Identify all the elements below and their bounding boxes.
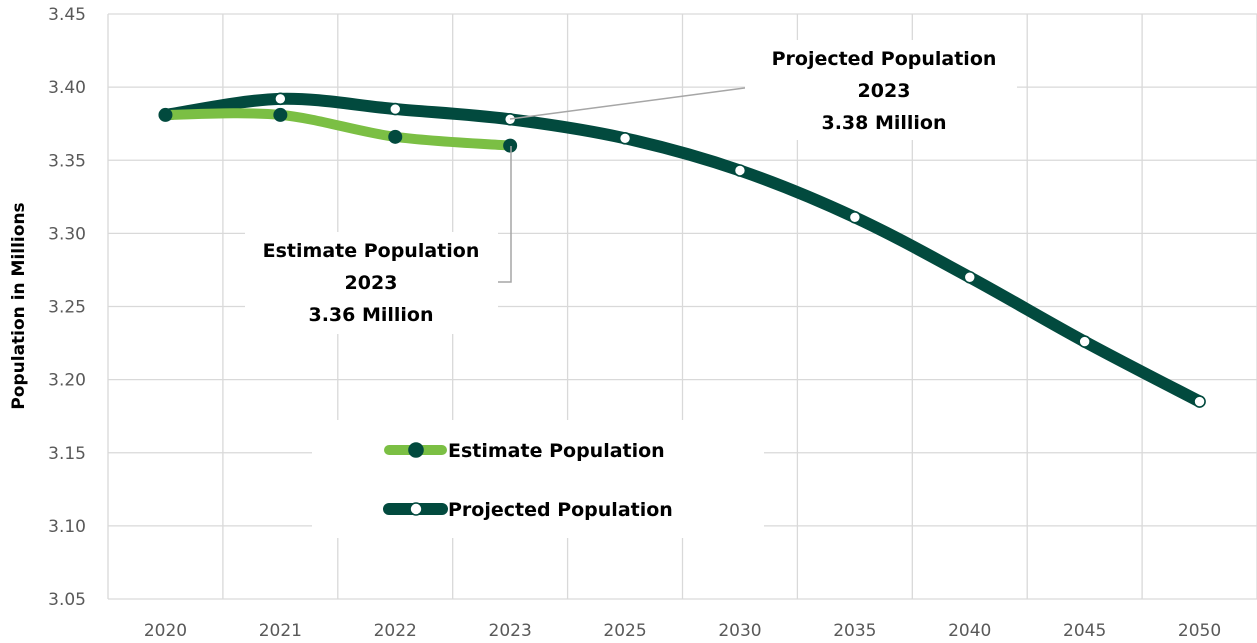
x-axis-ticks: 2020 2021 2022 2023 2025 2030 2035 2040 2045 2050 <box>144 621 1221 641</box>
callouts: Projected Population 2023 3.38 Million Esti… <box>245 40 1017 334</box>
projected-point <box>963 270 977 284</box>
legend-swatch-marker <box>408 442 424 458</box>
x-tick-label: 2035 <box>833 621 876 641</box>
projected-point <box>618 132 632 145</box>
x-tick-label: 2050 <box>1178 621 1221 641</box>
callout-text: 3.36 Million <box>308 304 433 326</box>
legend-label: Estimate Population <box>448 440 665 462</box>
projected-point <box>388 102 402 116</box>
y-tick-label: 3.45 <box>48 5 86 25</box>
y-tick-label: 3.40 <box>48 78 86 98</box>
x-tick-label: 2025 <box>603 621 646 641</box>
estimate-point <box>388 129 403 144</box>
projected-point <box>1193 395 1206 408</box>
x-tick-label: 2022 <box>374 621 417 641</box>
callout-text: Projected Population <box>772 48 997 70</box>
callout-text: 2023 <box>858 80 911 102</box>
legend-label: Projected Population <box>448 499 673 521</box>
callout-text: 3.38 Million <box>821 112 946 134</box>
y-tick-label: 3.25 <box>48 298 86 318</box>
callout-box <box>745 40 1017 140</box>
y-tick-label: 3.10 <box>48 517 86 537</box>
callout-text: Estimate Population <box>263 240 480 262</box>
callout-box <box>245 232 498 334</box>
x-tick-label: 2045 <box>1063 621 1106 641</box>
x-tick-label: 2020 <box>144 621 187 641</box>
legend: Estimate Population Projected Population <box>312 420 764 538</box>
y-axis-label: Population in Millions <box>9 202 29 409</box>
legend-box <box>312 420 764 538</box>
projected-population-line <box>159 92 1206 408</box>
y-tick-label: 3.20 <box>48 371 86 391</box>
estimate-point <box>158 107 173 122</box>
x-tick-label: 2021 <box>259 621 302 641</box>
estimate-point <box>273 107 288 122</box>
callout-leader <box>509 86 753 120</box>
x-tick-label: 2040 <box>948 621 991 641</box>
x-tick-label: 2030 <box>718 621 761 641</box>
y-tick-label: 3.35 <box>48 151 86 171</box>
series-lines <box>159 92 1206 408</box>
legend-swatch-marker <box>409 502 423 516</box>
x-tick-label: 2023 <box>489 621 532 641</box>
callout-leader <box>498 146 512 283</box>
projected-point <box>733 164 747 177</box>
y-tick-label: 3.05 <box>48 590 86 610</box>
y-tick-label: 3.15 <box>48 444 86 464</box>
projected-point <box>274 92 287 106</box>
estimate-population-line <box>160 108 516 151</box>
y-axis-ticks: 3.05 3.10 3.15 3.20 3.25 3.30 3.35 3.40 3.45 <box>48 5 86 610</box>
y-tick-label: 3.30 <box>48 224 86 244</box>
projected-point <box>1078 335 1091 348</box>
estimate-point <box>503 138 518 153</box>
projected-point <box>848 210 862 224</box>
callout-text: 2023 <box>345 272 398 294</box>
